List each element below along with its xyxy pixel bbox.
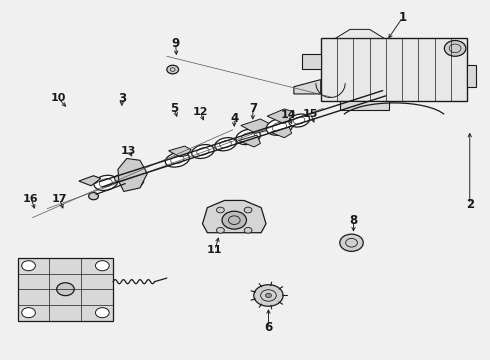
Circle shape	[126, 172, 144, 185]
Text: 4: 4	[230, 112, 238, 125]
Circle shape	[89, 193, 98, 200]
Text: 2: 2	[466, 198, 474, 211]
Polygon shape	[302, 54, 321, 69]
Polygon shape	[79, 176, 101, 186]
Circle shape	[340, 234, 363, 251]
Text: 17: 17	[51, 194, 67, 204]
Circle shape	[444, 41, 466, 56]
Text: 11: 11	[207, 245, 222, 255]
Polygon shape	[239, 135, 261, 147]
Circle shape	[244, 207, 252, 213]
Circle shape	[217, 228, 224, 233]
Polygon shape	[169, 146, 191, 157]
Text: 6: 6	[264, 321, 272, 334]
Polygon shape	[267, 109, 294, 123]
Circle shape	[217, 207, 224, 213]
Ellipse shape	[266, 118, 293, 135]
Circle shape	[89, 176, 98, 184]
Ellipse shape	[236, 129, 260, 145]
Circle shape	[22, 308, 35, 318]
Ellipse shape	[165, 152, 190, 167]
Circle shape	[254, 285, 283, 306]
Text: 3: 3	[118, 92, 126, 105]
Polygon shape	[131, 178, 144, 186]
Circle shape	[115, 175, 124, 182]
Text: 10: 10	[50, 93, 66, 103]
Text: 12: 12	[192, 107, 208, 117]
Circle shape	[266, 293, 271, 298]
Polygon shape	[18, 258, 113, 320]
Polygon shape	[202, 201, 266, 233]
Polygon shape	[335, 30, 384, 39]
Text: 8: 8	[349, 214, 358, 227]
Circle shape	[57, 283, 74, 296]
Text: 5: 5	[170, 102, 178, 115]
Circle shape	[244, 228, 252, 233]
Polygon shape	[340, 101, 389, 110]
Text: 9: 9	[172, 36, 180, 50]
Circle shape	[96, 261, 109, 271]
Circle shape	[222, 211, 246, 229]
Ellipse shape	[192, 145, 214, 158]
Text: 16: 16	[23, 194, 39, 204]
Ellipse shape	[215, 138, 236, 151]
Text: 1: 1	[398, 12, 406, 24]
Text: 7: 7	[249, 103, 257, 116]
Text: 15: 15	[303, 109, 318, 119]
Circle shape	[96, 308, 109, 318]
Ellipse shape	[289, 114, 310, 127]
Polygon shape	[118, 158, 147, 192]
Polygon shape	[270, 127, 292, 138]
Text: 13: 13	[121, 145, 136, 156]
Polygon shape	[241, 119, 269, 133]
Polygon shape	[294, 80, 321, 94]
Polygon shape	[467, 65, 476, 87]
Circle shape	[167, 65, 178, 74]
Polygon shape	[321, 39, 467, 101]
Circle shape	[22, 261, 35, 271]
Text: 14: 14	[281, 111, 297, 121]
Ellipse shape	[94, 175, 118, 190]
